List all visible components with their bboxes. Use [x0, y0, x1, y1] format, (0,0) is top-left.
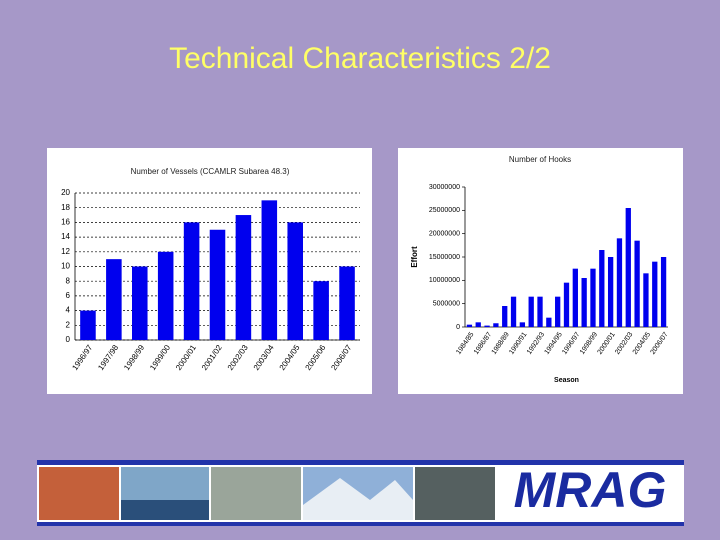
bar	[493, 323, 499, 327]
bar	[209, 229, 226, 340]
bar	[132, 266, 148, 340]
y-tick-label: 14	[61, 232, 70, 241]
chart-title: Number of Vessels (CCAMLR Subarea 48.3)	[131, 167, 290, 176]
y-tick-label: 2	[66, 320, 71, 329]
bar	[528, 296, 534, 327]
banner-line	[37, 460, 684, 465]
slide-title: Technical Characteristics 2/2	[169, 42, 551, 75]
bar	[616, 238, 623, 327]
bar	[546, 317, 552, 327]
y-tick-label: 10	[61, 262, 70, 271]
bar	[183, 222, 200, 340]
banner-line	[37, 522, 684, 526]
bar	[510, 296, 517, 327]
y-axis-label: Effort	[410, 246, 419, 268]
bar	[607, 257, 614, 327]
chart-title: Number of Hooks	[509, 155, 571, 164]
photo-snow	[303, 478, 413, 520]
photo-sea	[121, 500, 209, 520]
y-tick-label: 15000000	[429, 254, 460, 261]
x-axis-label: Season	[554, 377, 579, 384]
bar	[313, 281, 329, 340]
bar	[106, 259, 122, 340]
bar	[235, 215, 252, 340]
y-tick-label: 5000000	[433, 301, 460, 308]
y-tick-label: 4	[66, 306, 71, 315]
chart-frame	[47, 148, 372, 394]
y-tick-label: 6	[66, 291, 71, 300]
bar	[466, 324, 473, 327]
bar	[157, 251, 174, 340]
bar	[475, 322, 481, 327]
y-tick-label: 12	[61, 247, 70, 256]
bar	[537, 296, 543, 327]
photo-krill	[39, 467, 119, 520]
bar	[339, 266, 355, 340]
bar	[563, 282, 570, 327]
y-tick-label: 0	[66, 335, 71, 344]
bar	[643, 273, 649, 327]
banner: MRAG	[37, 460, 684, 526]
bar	[599, 250, 605, 327]
y-tick-label: 20	[61, 188, 70, 197]
bar	[590, 268, 596, 327]
y-tick-label: 25000000	[429, 207, 460, 214]
bar	[581, 278, 587, 327]
bar	[80, 310, 96, 340]
y-tick-label: 16	[61, 218, 70, 227]
bar	[502, 306, 508, 327]
bar	[625, 208, 631, 327]
bar	[572, 268, 578, 327]
bar	[652, 261, 658, 327]
logo: MRAG	[514, 462, 667, 518]
bar	[484, 325, 490, 327]
y-tick-label: 18	[61, 203, 70, 212]
y-tick-label: 30000000	[429, 184, 460, 191]
y-tick-label: 8	[66, 276, 71, 285]
photo-fish	[211, 467, 301, 520]
bar	[261, 200, 278, 340]
bar	[555, 296, 561, 327]
y-tick-label: 0	[456, 324, 460, 331]
y-tick-label: 20000000	[429, 231, 460, 238]
bar	[660, 257, 667, 327]
bar	[287, 222, 303, 340]
bar	[519, 322, 526, 327]
photo-birds	[415, 467, 495, 520]
bar	[634, 240, 640, 327]
y-tick-label: 10000000	[429, 277, 460, 284]
